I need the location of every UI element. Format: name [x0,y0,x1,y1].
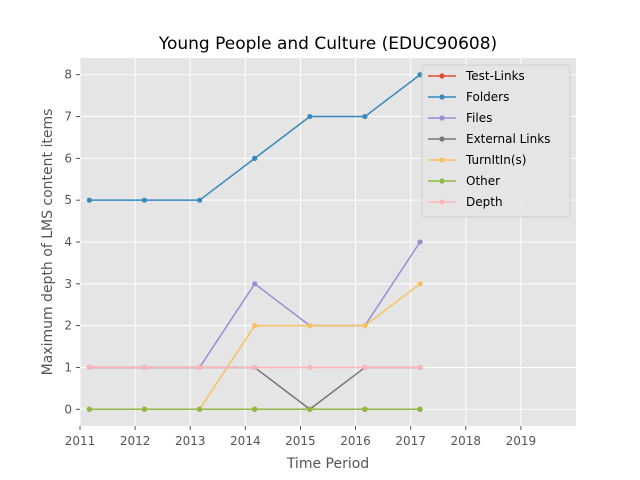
x-tick-label: 2014 [230,434,261,448]
data-point-folders [362,113,368,120]
data-point-other [362,406,368,412]
legend-marker [439,94,445,100]
data-point-folders [86,197,92,203]
data-point-other [252,406,258,412]
data-point-other [141,406,148,412]
data-point-depth [196,364,203,371]
legend-marker [439,157,445,163]
data-point-folders [252,155,258,161]
legend-box [421,64,571,218]
data-point-depth [86,364,92,371]
data-point-depth [362,364,368,371]
y-tick-label: 5 [64,193,72,207]
data-point-folders [196,197,203,203]
data-point-turnitin-s [252,323,258,329]
data-point-files [417,239,423,245]
legend-label: Test-Links [465,69,525,83]
data-point-turnitin-s [417,281,423,287]
y-tick-label: 8 [64,68,72,82]
legend: Test-Links Folders Files External Links Turn… [421,64,571,218]
data-point-depth [417,364,423,371]
data-point-depth [141,364,148,371]
x-axis-label: Time Period [286,456,369,472]
data-point-turnitin-s [307,323,313,329]
legend-label: TurnItIn(s) [465,153,526,167]
x-tick-label: 2018 [451,434,482,448]
legend-label: Folders [466,90,509,104]
legend-label: Depth [466,195,503,209]
legend-marker [439,73,445,79]
x-tick-label: 2013 [175,434,206,448]
y-tick-label: 6 [64,151,72,165]
y-tick-label: 3 [64,277,72,291]
legend-marker [439,136,445,142]
data-point-other [196,406,203,412]
x-tick-label: 2011 [65,434,96,448]
x-tick-labels: 2011 2012 2013 2014 2015 2016 2017 2018 2019 [65,426,536,448]
legend-marker [439,115,445,121]
data-point-folders [307,113,313,120]
legend-marker [439,199,445,205]
data-point-folders [417,72,423,78]
y-tick-label: 7 [64,110,72,124]
legend-label: Files [466,111,492,125]
data-point-depth [252,364,258,371]
data-point-other [307,406,313,412]
y-tick-label: 4 [64,235,72,249]
y-tick-label: 2 [64,319,72,333]
data-point-files [252,281,258,287]
y-tick-label: 0 [64,402,72,416]
data-point-other [86,406,92,412]
series [86,72,423,412]
data-point-other [417,406,423,412]
chart-title: Young People and Culture (EDUC90608) [158,34,497,54]
x-tick-label: 2015 [285,434,316,448]
legend-label: Other [466,174,500,188]
y-tick-labels: 0 1 2 3 4 5 6 7 8 [64,68,80,416]
data-point-folders [141,197,148,203]
y-axis-label: Maximum depth of LMS content items [40,109,56,376]
x-tick-label: 2016 [340,434,371,448]
x-tick-label: 2017 [395,434,426,448]
legend-label: External Links [466,132,550,146]
x-tick-label: 2012 [120,434,151,448]
data-point-depth [307,364,313,371]
legend-marker [439,178,445,184]
data-point-turnitin-s [362,323,368,329]
x-tick-label: 2019 [506,434,537,448]
y-tick-label: 1 [64,360,72,374]
